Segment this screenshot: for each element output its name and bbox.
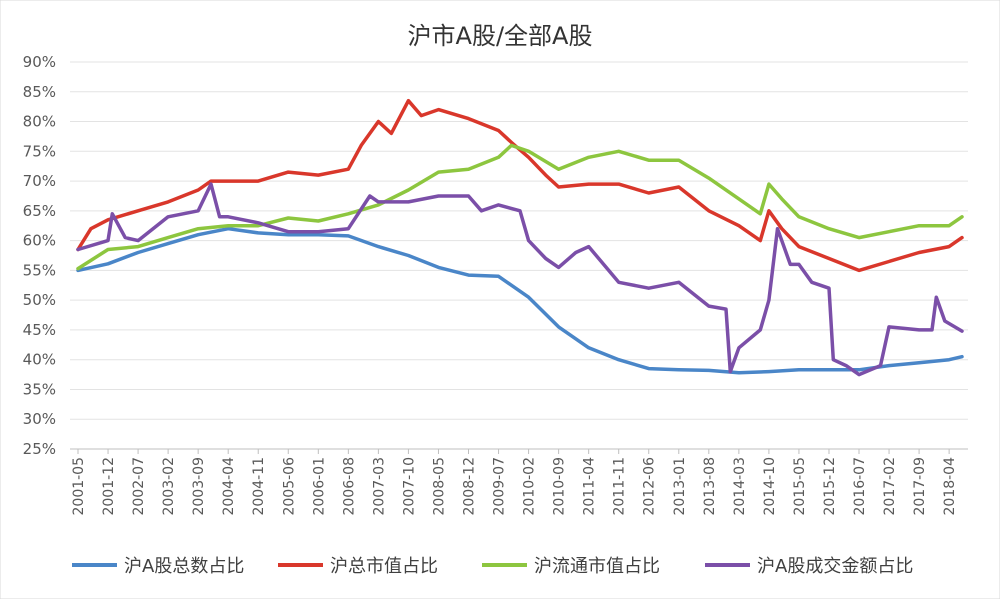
y-tick-label: 35% (23, 380, 56, 398)
x-tick-label: 2003-02 (161, 457, 177, 516)
y-tick-label: 80% (23, 113, 56, 131)
y-tick-label: 85% (23, 83, 56, 101)
x-tick-label: 2014-03 (732, 457, 748, 516)
legend-label-2: 沪总市值占比 (330, 556, 438, 577)
x-tick-label: 2013-08 (702, 457, 718, 516)
y-tick-label: 65% (23, 202, 56, 220)
x-tick-label: 2010-02 (522, 457, 538, 516)
y-tick-label: 50% (23, 291, 56, 309)
x-axis-ticks: 2001-05 2001-12 2002-07 2003-02 2003-09 2004-… (71, 449, 958, 516)
x-tick-label: 2006-01 (311, 457, 327, 516)
legend: 沪A股总数占比 沪总市值占比 沪流通市值占比 沪A股成交金额占比 (72, 556, 913, 577)
x-tick-label: 2015-12 (822, 457, 838, 516)
series-line-3 (76, 143, 964, 271)
y-tick-label: 25% (23, 440, 56, 458)
x-tick-label: 2002-07 (131, 457, 147, 516)
x-tick-label: 2012-06 (642, 457, 658, 516)
x-tick-label: 2008-05 (431, 457, 447, 516)
x-tick-label: 2007-10 (401, 457, 417, 516)
legend-label-3: 沪流通市值占比 (534, 556, 660, 577)
x-tick-label: 2015-05 (792, 457, 808, 516)
x-tick-label: 2004-04 (221, 457, 237, 516)
x-tick-label: 2001-12 (101, 457, 117, 516)
x-tick-label: 2014-10 (762, 457, 778, 516)
y-tick-label: 75% (23, 142, 56, 160)
series-line-2 (76, 98, 964, 273)
series-line-1 (76, 226, 964, 375)
x-tick-label: 2017-09 (912, 457, 928, 516)
x-tick-label: 2004-11 (251, 457, 267, 516)
legend-label-4: 沪A股成交金额占比 (757, 556, 913, 577)
x-tick-label: 2001-05 (71, 457, 87, 516)
x-tick-label: 2017-02 (882, 457, 898, 516)
y-tick-label: 45% (23, 321, 56, 339)
y-tick-label: 30% (23, 410, 56, 428)
x-tick-label: 2005-06 (281, 457, 297, 516)
x-tick-label: 2018-04 (942, 457, 958, 516)
x-tick-label: 2011-04 (582, 457, 598, 516)
x-tick-label: 2009-07 (492, 457, 508, 516)
series-line-4 (76, 182, 964, 377)
y-tick-label: 60% (23, 232, 56, 250)
x-tick-label: 2008-12 (462, 457, 478, 515)
y-tick-label: 55% (23, 261, 56, 279)
y-tick-label: 40% (23, 351, 56, 369)
y-axis-ticks: 25% 30% 35% 40% 45% 50% 55% 60% 65% 70% 75% 80% 85% 9… (23, 53, 56, 458)
legend-label-1: 沪A股总数占比 (124, 556, 244, 577)
chart-title: 沪市A股/全部A股 (408, 22, 593, 50)
x-tick-label: 2007-03 (371, 457, 387, 516)
x-tick-label: 2011-11 (612, 457, 628, 516)
y-tick-label: 90% (23, 53, 56, 71)
y-tick-label: 70% (23, 172, 56, 190)
x-tick-label: 2010-09 (552, 457, 568, 516)
x-tick-label: 2003-09 (191, 457, 207, 516)
x-tick-label: 2013-01 (672, 457, 688, 516)
x-tick-label: 2006-08 (341, 457, 357, 516)
x-tick-label: 2016-07 (852, 457, 868, 516)
series-lines (76, 98, 964, 377)
